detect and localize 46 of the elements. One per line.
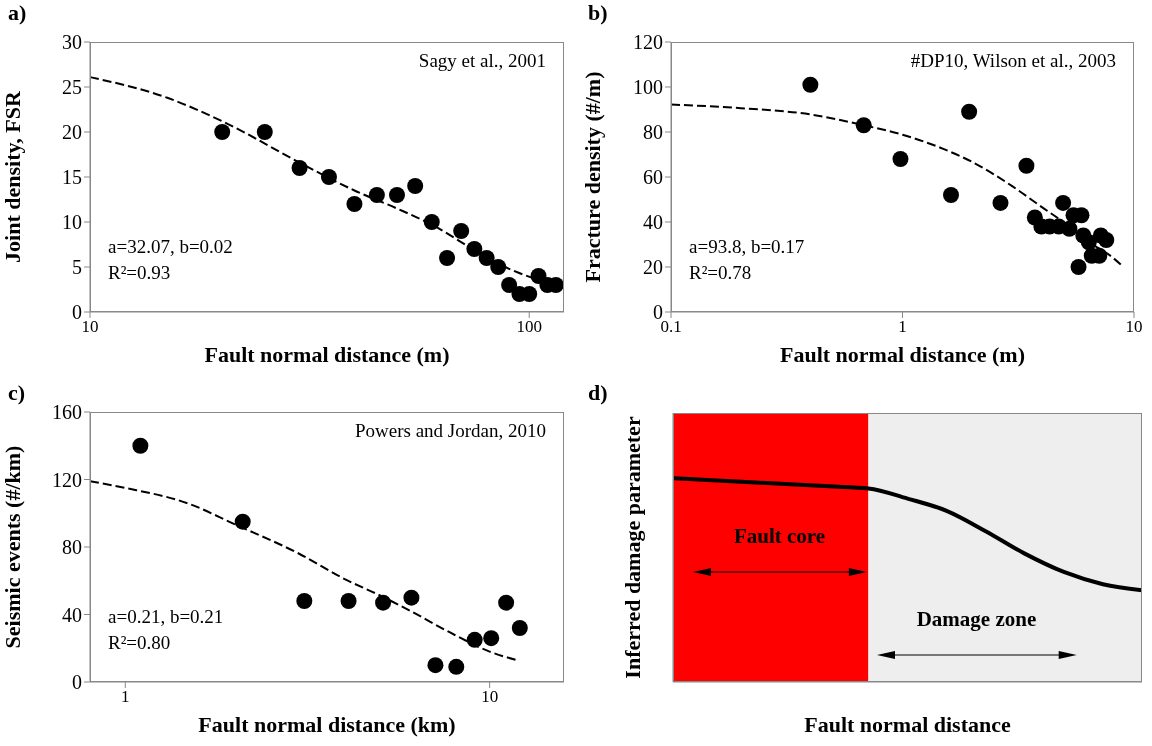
chart-title: c) [8,380,26,406]
annotation: a=32.07, b=0.02 [108,235,233,259]
y-axis-title: Fracture density (#/m) [579,71,605,283]
x-axis-title: Fault normal distance (km) [198,712,456,737]
x-axis-title: Fault normal distance [804,712,1011,737]
y-tick-label: 20 [643,256,663,279]
x-axis-title: Fault normal distance (m) [204,342,450,367]
annotation: Fault core [732,523,827,549]
y-tick-label: 160 [52,401,82,424]
y-tick-label: 25 [62,76,82,99]
chart-title: b) [588,0,608,26]
x-tick-label: 0.1 [660,317,682,337]
chart-title: d) [588,380,608,406]
y-tick-label: 20 [62,121,82,144]
chart-title: a) [8,0,27,26]
y-tick-label: 120 [633,31,663,54]
y-axis-title: Seismic events (#/km) [0,445,25,649]
x-tick-label: 1 [121,687,130,707]
y-tick-label: 120 [52,468,82,491]
y-tick-label: 60 [643,166,663,189]
y-tick-label: 0 [72,671,82,694]
annotation: R²=0.93 [108,261,172,285]
annotation: a=93.8, b=0.17 [689,235,805,259]
annotation: a=0.21, b=0.21 [108,605,224,629]
y-tick-label: 15 [62,166,82,189]
x-tick-label: 10 [1125,317,1143,337]
x-tick-label: 1 [898,317,907,337]
y-tick-label: 80 [643,121,663,144]
y-tick-label: 80 [62,536,82,559]
annotation: Powers and Jordan, 2010 [354,420,546,442]
annotation: R²=0.80 [108,631,172,655]
y-tick-label: 100 [633,76,663,99]
y-tick-label: 30 [62,31,82,54]
x-axis-title: Fault normal distance (m) [779,342,1026,367]
x-tick-label: 100 [516,317,542,337]
y-tick-label: 0 [72,301,82,324]
y-axis-title: Inferred damage parameter [619,416,645,679]
annotation: Damage zone [915,607,1038,633]
y-tick-label: 40 [62,603,82,626]
y-tick-label: 5 [72,256,82,279]
annotation: #DP10, Wilson et al., 2003 [910,50,1116,72]
y-axis-title: Joint density, FSR [0,90,25,263]
annotation: Sagy et al., 2001 [418,50,546,72]
annotation: R²=0.78 [689,261,753,285]
y-tick-label: 10 [62,211,82,234]
y-tick-label: 40 [643,211,663,234]
